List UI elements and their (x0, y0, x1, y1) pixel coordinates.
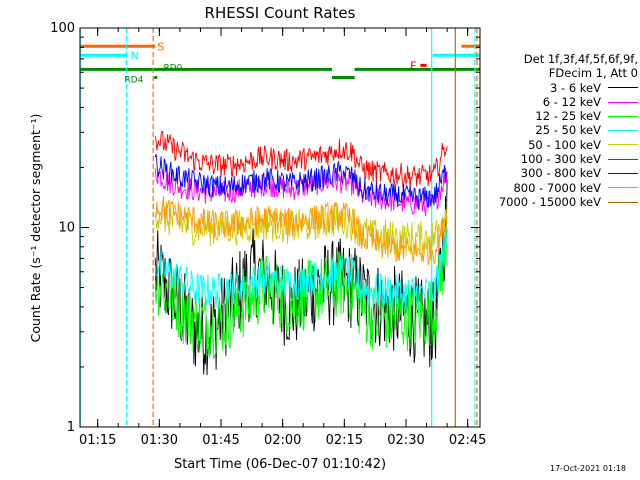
annotation-n: N (131, 49, 139, 62)
legend-header-line-2: FDecim 1, Att 0 (548, 66, 638, 81)
legend-swatch (608, 115, 638, 117)
legend-label: 25 - 50 keV (535, 123, 601, 138)
rd4-marker (154, 75, 158, 79)
annotation-rd4: RD4 (124, 75, 143, 85)
legend-item: 800 - 7000 keV (490, 181, 638, 195)
legend-label: 7000 - 15000 keV (498, 194, 601, 209)
y-tick-label: 10 (58, 221, 75, 236)
annotation-rd0: RD0 (163, 63, 182, 73)
series-line (154, 153, 448, 210)
y-tick-label: 100 (50, 21, 75, 36)
chart-title: RHESSI Count Rates (205, 4, 356, 22)
legend-label: 12 - 25 keV (535, 109, 601, 124)
legend-label: 50 - 100 keV (528, 137, 601, 152)
legend-item: 50 - 100 keV (490, 138, 638, 152)
y-axis-label: Count Rate (s⁻¹ detector segment⁻¹) (28, 114, 43, 343)
legend-item: 100 - 300 keV (490, 152, 638, 166)
status-bars (80, 44, 480, 79)
axes: 1 10 100 01:15 01:30 01:45 02:00 02:15 02:30 02:4… (50, 21, 486, 448)
legend-item: 25 - 50 keV (490, 123, 638, 137)
legend-item: 12 - 25 keV (490, 109, 638, 123)
x-tick-label: 01:15 (79, 433, 116, 448)
legend-swatch (608, 158, 638, 160)
x-tick-label: 01:45 (202, 433, 239, 448)
legend-item: 6 - 12 keV (490, 95, 638, 109)
series-line (154, 196, 448, 266)
legend-label: 800 - 7000 keV (513, 180, 601, 195)
legend-item: 7000 - 15000 keV (490, 195, 638, 209)
x-tick-label: 02:15 (326, 433, 363, 448)
x-tick-label: 02:45 (449, 433, 486, 448)
legend-swatch (608, 173, 638, 175)
x-tick-label: 02:00 (264, 433, 301, 448)
series-line (154, 167, 448, 216)
legend-header-line-1: Det 1f,3f,4f,5f,6f,9f, (523, 52, 638, 66)
series-line (154, 226, 448, 360)
legend-label: 300 - 800 keV (520, 166, 601, 181)
series-line (154, 227, 448, 311)
legend-item: 300 - 800 keV (490, 166, 638, 180)
legend-swatch (608, 87, 638, 89)
legend-swatch (608, 130, 638, 132)
x-axis-label: Start Time (06-Dec-07 01:10:42) (174, 457, 386, 472)
legend-swatch (608, 201, 638, 203)
legend-swatch (608, 101, 638, 103)
annotation-f: F (410, 59, 416, 72)
annotation-s: S (157, 40, 164, 53)
legend-item: 3 - 6 keV (490, 81, 638, 95)
legend-label: 6 - 12 keV (542, 94, 601, 109)
y-tick-label: 1 (67, 420, 75, 435)
series-lines (154, 130, 448, 376)
footer-timestamp: 17-Oct-2021 01:18 (550, 464, 626, 473)
legend-label: 100 - 300 keV (520, 152, 601, 167)
legend-label: 3 - 6 keV (550, 80, 601, 95)
legend-swatch (608, 187, 638, 189)
legend: Det 1f,3f,4f,5f,6f,9f, FDecim 1, Att 0 3… (490, 52, 638, 209)
x-tick-label: 02:30 (387, 433, 424, 448)
annotations: S N RD0 RD4 F (124, 40, 416, 85)
x-tick-label: 01:30 (141, 433, 178, 448)
legend-swatch (608, 144, 638, 146)
series-line (154, 130, 448, 189)
